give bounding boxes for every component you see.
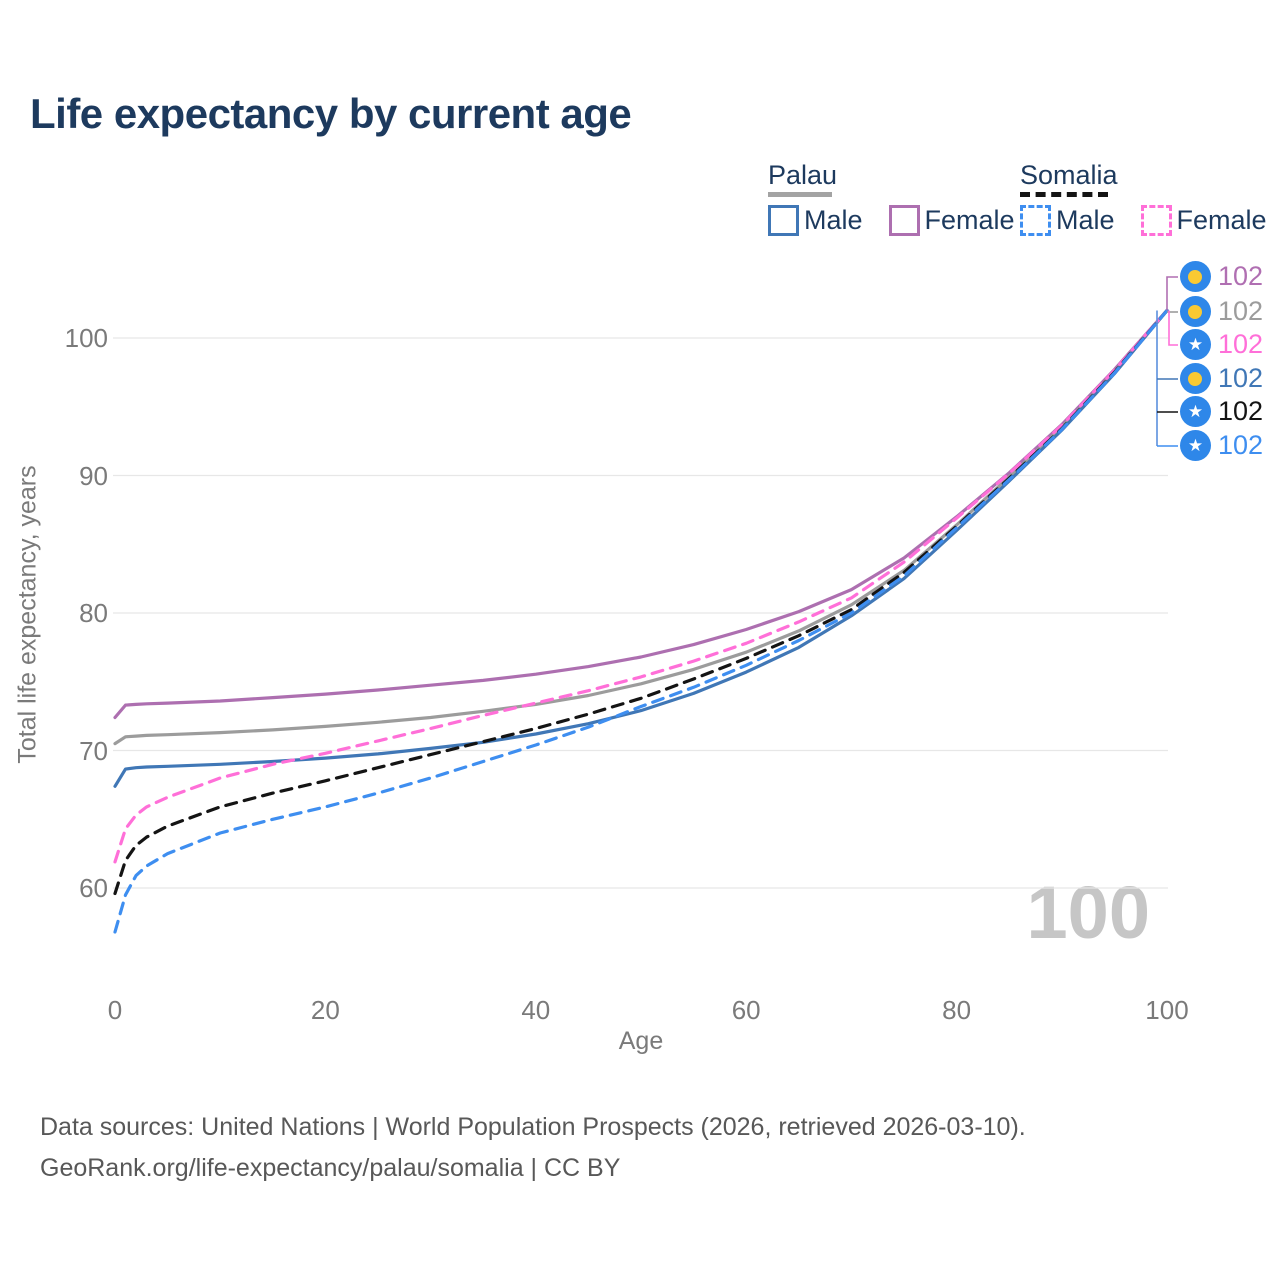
end-label-value: 102 (1218, 261, 1264, 291)
end-label-row-palau-male: 102 (1180, 363, 1263, 394)
leader-line (1166, 276, 1178, 311)
palau-flag-icon (1180, 261, 1211, 292)
end-label-leader-lines (1156, 276, 1178, 447)
footer-sources: Data sources: United Nations | World Pop… (40, 1113, 1026, 1141)
x-axis-title: Age (618, 1027, 664, 1055)
legend-item-somalia-female[interactable]: Female (1140, 205, 1267, 236)
somalia-star-icon: ★ (1187, 435, 1204, 455)
gridlines (113, 337, 1168, 889)
end-label-row-somalia-male: ★ 102 (1180, 430, 1263, 461)
end-label-value: 102 (1218, 296, 1264, 326)
x-tick-label: 100 (1145, 995, 1189, 1025)
legend-item-label: Male (1056, 205, 1115, 235)
end-label-row-palau-female: 102 (1180, 261, 1263, 292)
end-label-value: 102 (1218, 430, 1264, 460)
y-axis-title: Total life expectancy, years (13, 465, 42, 764)
legend-item-palau-male[interactable]: Male (768, 205, 863, 236)
palau-sun-icon (1187, 371, 1202, 386)
palau-sun-icon (1187, 269, 1202, 284)
end-label-value: 102 (1218, 396, 1264, 426)
x-tick-label: 40 (521, 995, 551, 1025)
end-label-row-palau-both-sexes: 102 (1180, 296, 1263, 327)
end-label-value: 102 (1218, 363, 1264, 393)
series-line-somalia-both-sexes[interactable] (113, 308, 1169, 896)
palau-flag-icon (1180, 296, 1211, 327)
series-line-palau-female[interactable] (113, 308, 1169, 720)
x-tick-label: 0 (107, 995, 123, 1025)
end-label-row-somalia-both-sexes: ★ 102 (1180, 396, 1263, 427)
legend-item-label: Female (924, 205, 1015, 235)
legend-item-label: Male (804, 205, 863, 235)
palau-female-swatch (888, 205, 920, 236)
palau-male-swatch (768, 205, 799, 236)
age-watermark: 100 (1026, 871, 1150, 954)
y-tick-label: 60 (79, 873, 108, 903)
legend-group-somalia: Somalia Male Female (1020, 160, 1267, 236)
y-tick-label: 100 (64, 323, 108, 353)
legend-header-palau[interactable]: Palau (768, 160, 838, 190)
somalia-female-swatch (1140, 205, 1172, 236)
y-tick-label: 80 (79, 598, 108, 628)
page-title: Life expectancy by current age (30, 90, 632, 137)
legend-header-somalia[interactable]: Somalia (1020, 160, 1118, 190)
series-line-somalia-female[interactable] (113, 308, 1169, 864)
palau-sun-icon (1187, 304, 1202, 319)
somalia-star-icon: ★ (1187, 401, 1204, 421)
footer: Data sources: United Nations | World Pop… (40, 1107, 1026, 1189)
palau-flag-icon (1180, 363, 1211, 394)
somalia-flag-icon: ★ (1180, 329, 1211, 360)
footer-url: GeoRank.org/life-expectancy/palau/somali… (40, 1154, 621, 1182)
legend-underline-palau-solid (768, 192, 832, 197)
legend-item-label: Female (1176, 205, 1267, 235)
somalia-star-icon: ★ (1187, 334, 1204, 354)
somalia-male-swatch (1020, 205, 1051, 236)
legend-underline-somalia-dashed (1020, 192, 1108, 197)
end-label-row-somalia-female: ★ 102 (1180, 329, 1263, 360)
end-label-value: 102 (1218, 329, 1264, 359)
chart-series[interactable] (113, 308, 1169, 934)
series-line-palau-male[interactable] (113, 308, 1169, 788)
legend-group-palau: Palau Male Female (768, 160, 1015, 236)
series-line-somalia-male[interactable] (113, 308, 1169, 934)
legend-item-somalia-male[interactable]: Male (1020, 205, 1115, 236)
somalia-flag-icon: ★ (1180, 396, 1211, 427)
series-line-palau-both-sexes[interactable] (113, 308, 1169, 746)
legend-item-palau-female[interactable]: Female (888, 205, 1015, 236)
leader-line (1168, 310, 1178, 346)
somalia-flag-icon: ★ (1180, 430, 1211, 461)
x-tick-label: 20 (310, 995, 340, 1025)
x-tick-label: 60 (731, 995, 761, 1025)
y-tick-label: 70 (79, 735, 108, 766)
x-tick-label: 80 (942, 995, 972, 1025)
y-tick-label: 90 (79, 460, 108, 491)
